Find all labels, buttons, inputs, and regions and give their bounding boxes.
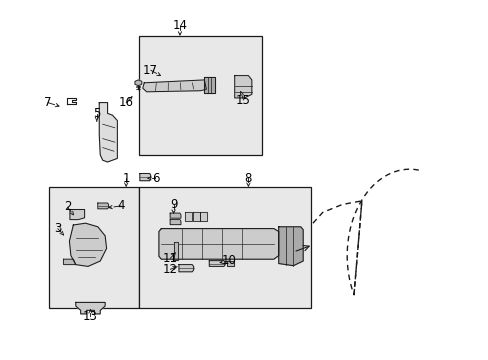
Text: 15: 15 [236,94,250,107]
Polygon shape [179,265,193,272]
Polygon shape [192,212,199,221]
Bar [139,187,310,308]
Polygon shape [142,80,206,92]
Text: 11: 11 [163,252,177,265]
Bar [139,36,261,155]
Polygon shape [159,229,278,259]
Text: 12: 12 [163,263,177,276]
Polygon shape [170,213,181,218]
Text: 17: 17 [143,64,158,77]
Text: 14: 14 [172,19,187,32]
Polygon shape [234,76,251,98]
Polygon shape [204,77,215,93]
Polygon shape [135,80,142,86]
Text: 9: 9 [169,198,177,211]
Polygon shape [185,212,192,221]
Text: 6: 6 [151,172,159,185]
Polygon shape [227,261,233,266]
Polygon shape [70,210,84,220]
Text: 16: 16 [119,96,133,109]
Polygon shape [173,242,178,260]
Polygon shape [99,103,117,162]
Polygon shape [69,223,106,266]
Polygon shape [200,212,206,221]
Text: 5: 5 [93,107,101,120]
Text: 3: 3 [54,222,61,235]
Text: 8: 8 [244,172,252,185]
Polygon shape [98,203,108,209]
Polygon shape [63,259,76,265]
Text: 13: 13 [83,310,98,323]
Polygon shape [140,174,150,181]
Text: 4: 4 [117,199,125,212]
Polygon shape [278,227,303,266]
Text: 2: 2 [63,201,71,213]
Polygon shape [209,261,224,266]
Polygon shape [170,220,181,225]
Bar [49,187,139,308]
Text: 1: 1 [122,172,130,185]
Text: 10: 10 [221,255,236,267]
Polygon shape [76,302,105,314]
Text: 7: 7 [44,96,52,109]
